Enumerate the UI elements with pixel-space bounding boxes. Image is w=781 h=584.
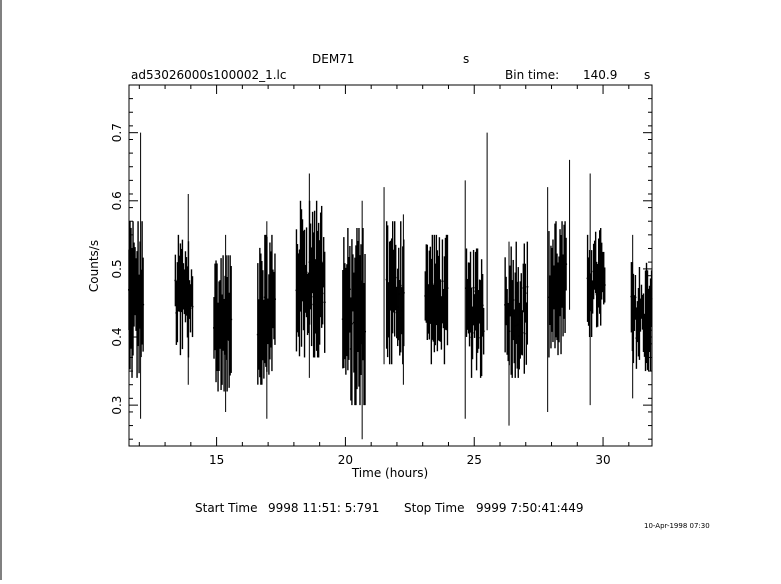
x-tick-label: 25 [467,453,482,467]
x-tick-label: 30 [595,453,610,467]
x-axis: 15 20 25 30 [138,85,630,467]
chart-title: DEM71 [312,52,354,66]
chart-subtitle: ad53026000s100002_1.lc [131,68,287,82]
y-axis-label: Counts/s [87,240,101,292]
start-time-label: Start Time [195,501,258,515]
x-tick-label: 20 [338,453,353,467]
stop-time-value: 9999 7:50:41:449 [476,501,584,515]
start-time-value: 9998 11:51: 5:791 [268,501,379,515]
y-tick-label: 0.3 [110,396,124,415]
y-tick-label: 0.4 [110,327,124,346]
data-series [128,132,653,440]
chart-title-unit: s [463,52,469,66]
y-tick-label: 0.5 [110,259,124,278]
bin-time-unit: s [644,68,650,82]
bin-time-value: 140.9 [583,68,617,82]
stop-time-label: Stop Time [404,501,464,515]
y-axis: 0.3 0.4 0.5 0.6 0.7 [110,84,652,440]
x-axis-label: Time (hours) [351,466,428,480]
x-tick-label: 15 [209,453,224,467]
bin-time-label: Bin time: [505,68,559,82]
y-tick-label: 0.7 [110,123,124,142]
y-tick-label: 0.6 [110,191,124,210]
date-stamp: 10-Apr-1998 07:30 [644,522,710,530]
